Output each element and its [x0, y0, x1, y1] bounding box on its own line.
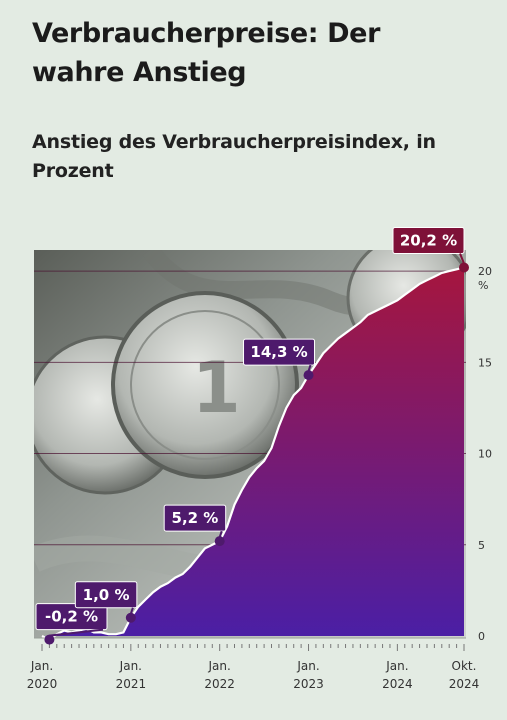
- data-label: 20,2 %: [400, 231, 457, 249]
- data-label-pointer: [129, 607, 134, 615]
- x-tick-label: Jan. 2024: [382, 659, 413, 691]
- data-label-box: [74, 581, 138, 609]
- y-tick-label: 0: [478, 630, 485, 643]
- data-points: [44, 262, 469, 645]
- data-label-box: [163, 504, 227, 532]
- data-label-pointer: [307, 364, 312, 372]
- data-point: [303, 370, 314, 381]
- y-axis-labels: 0 5 10 15 20%: [478, 265, 492, 643]
- data-label-pointer: [218, 530, 223, 538]
- x-tick-label: Okt. 2024: [449, 659, 480, 691]
- data-point: [125, 612, 136, 623]
- data-point: [44, 634, 55, 645]
- data-label: 1,0 %: [83, 586, 130, 604]
- y-tick-label: 20: [478, 265, 492, 278]
- data-point: [459, 262, 469, 273]
- chart-title: Verbraucherpreise: Der wahre Anstieg: [32, 18, 381, 89]
- data-label-box: [392, 226, 465, 254]
- svg-text:1: 1: [192, 347, 241, 429]
- y-tick-label: 5: [478, 539, 485, 552]
- series-line: [41, 266, 465, 641]
- x-tick-label: Jan. 2020: [27, 659, 58, 691]
- data-label: -0,2 %: [45, 608, 98, 626]
- area-fill: [42, 267, 464, 640]
- x-tick-label: Jan. 2023: [293, 659, 324, 691]
- data-label-box: [35, 603, 108, 631]
- data-label: 5,2 %: [172, 509, 219, 527]
- data-label-box: [243, 338, 316, 366]
- data-label: 14,3 %: [250, 343, 307, 361]
- data-point: [214, 536, 225, 547]
- x-axis-labels: Jan. 2020 Jan. 2021 Jan. 2022 Jan. 2023 Jan. 2024…: [27, 659, 480, 691]
- y-unit-label: %: [478, 279, 488, 292]
- data-label-pointer: [459, 253, 465, 264]
- x-tick-label: Jan. 2021: [116, 659, 147, 691]
- data-labels: -0,2 % 1,0 % 5,2 % 14,3 % 20,2 %: [35, 226, 465, 637]
- x-tick-label: Jan. 2022: [204, 659, 235, 691]
- y-tick-label: 10: [478, 448, 492, 461]
- chart-subtitle: Anstieg des Verbraucherpreisindex, in Pr…: [32, 131, 436, 183]
- y-tick-label: 15: [478, 356, 492, 369]
- x-axis-ticks: [41, 644, 465, 651]
- data-label-pointer: [49, 628, 104, 637]
